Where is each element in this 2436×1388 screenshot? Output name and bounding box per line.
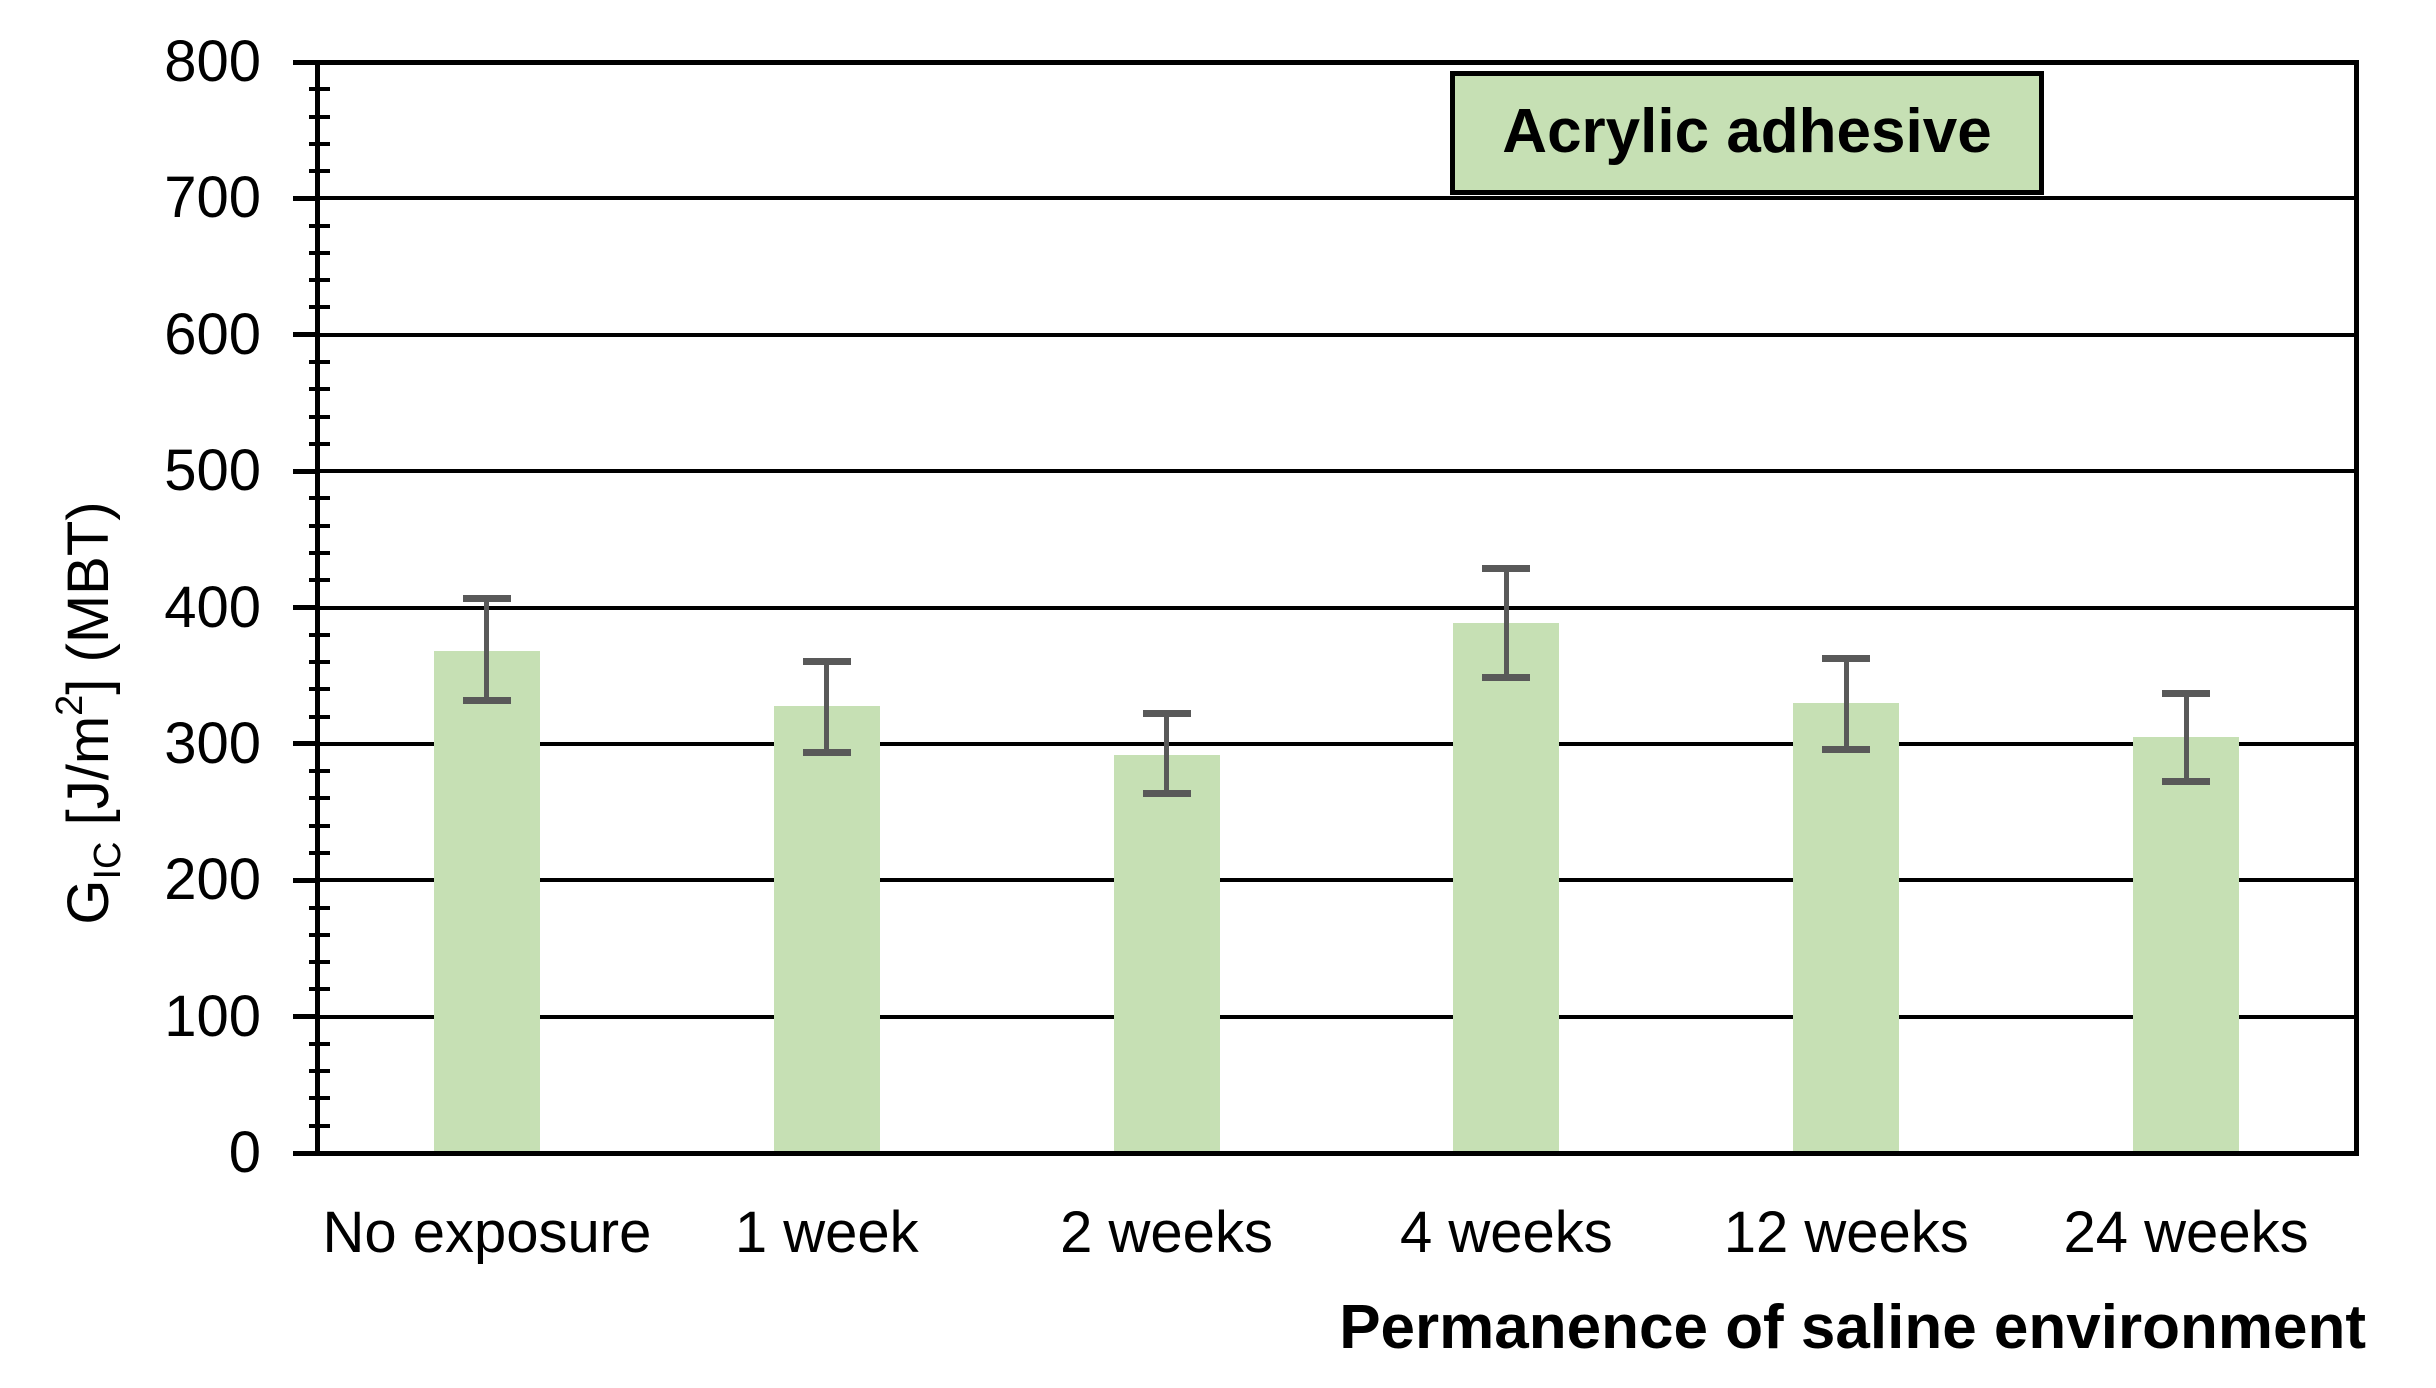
gridline-y-400: [317, 605, 2356, 610]
y-minor-tick-240: [309, 823, 330, 828]
error-bar-whisker-3: [1164, 712, 1170, 793]
y-major-tick-100: [293, 1014, 319, 1020]
y-minor-tick-520: [309, 441, 330, 446]
y-tick-label-600: 600: [164, 301, 261, 367]
y-minor-tick-340: [309, 687, 330, 692]
y-major-tick-300: [293, 741, 319, 747]
category-label-5: 12 weeks: [1723, 1200, 1969, 1265]
gridline-y-500: [317, 469, 2356, 474]
y-minor-tick-760: [309, 114, 330, 119]
error-bar-whisker-2: [824, 660, 830, 753]
y-tick-label-400: 400: [164, 574, 261, 640]
gridline-y-700: [317, 196, 2356, 201]
error-bar-top-cap-1: [462, 594, 511, 602]
y-tick-label-100: 100: [164, 983, 261, 1049]
category-label-3: 2 weeks: [1060, 1200, 1273, 1265]
bar-24-weeks: [2133, 737, 2240, 1153]
error-bar-whisker-5: [1843, 657, 1849, 750]
y-minor-tick-640: [309, 278, 330, 283]
bar-no-exposure: [433, 651, 540, 1153]
y-minor-tick-220: [309, 850, 330, 855]
y-tick-label-300: 300: [164, 710, 261, 776]
y-major-tick-700: [293, 195, 319, 201]
bar-12-weeks: [1793, 702, 1900, 1153]
y-tick-label-500: 500: [164, 438, 261, 504]
y-minor-tick-480: [309, 496, 330, 501]
error-bar-whisker-4: [1503, 567, 1509, 678]
y-minor-tick-740: [309, 141, 330, 146]
y-minor-tick-40: [309, 1096, 330, 1101]
y-minor-tick-440: [309, 550, 330, 555]
y-minor-tick-280: [309, 769, 330, 774]
y-minor-tick-260: [309, 796, 330, 801]
error-bar-bottom-cap-5: [1822, 746, 1871, 754]
category-label-1: No exposure: [322, 1200, 652, 1265]
y-tick-label-800: 800: [164, 29, 261, 94]
category-label-6: 24 weeks: [2063, 1200, 2309, 1265]
error-bar-top-cap-2: [802, 657, 851, 665]
y-minor-tick-120: [309, 987, 330, 992]
y-tick-label-200: 200: [164, 847, 261, 913]
category-label-4: 4 weeks: [1400, 1200, 1613, 1265]
y-minor-tick-140: [309, 960, 330, 965]
y-major-tick-800: [293, 59, 319, 65]
bar-4-weeks: [1453, 622, 1560, 1153]
error-bar-whisker-6: [2183, 693, 2189, 781]
y-major-tick-0: [293, 1150, 319, 1156]
error-bar-bottom-cap-1: [462, 697, 511, 705]
error-bar-whisker-1: [484, 597, 490, 701]
y-minor-tick-460: [309, 523, 330, 528]
x-axis-title: Permanence of saline environment: [1339, 1293, 2366, 1362]
y-minor-tick-160: [309, 932, 330, 937]
y-minor-tick-420: [309, 578, 330, 583]
bar-1-week: [773, 705, 880, 1153]
y-major-tick-600: [293, 332, 319, 338]
y-minor-tick-780: [309, 87, 330, 92]
error-bar-bottom-cap-4: [1482, 674, 1531, 682]
legend-box: Acrylic adhesive: [1450, 71, 2044, 195]
error-bar-top-cap-5: [1822, 654, 1871, 662]
error-bar-top-cap-4: [1482, 564, 1531, 572]
y-minor-tick-720: [309, 169, 330, 174]
y-major-tick-400: [293, 605, 319, 610]
y-minor-tick-620: [309, 305, 330, 310]
y-major-tick-200: [293, 877, 319, 883]
error-bar-bottom-cap-3: [1142, 789, 1191, 797]
gridline-y-300: [317, 741, 2356, 746]
y-minor-tick-80: [309, 1041, 330, 1046]
y-tick-label-700: 700: [164, 165, 261, 231]
error-bar-bottom-cap-2: [802, 749, 851, 757]
gridline-y-200: [317, 878, 2356, 883]
y-minor-tick-580: [309, 360, 330, 365]
y-major-tick-500: [293, 468, 319, 474]
y-axis-title-superscript: 2: [49, 694, 91, 716]
y-minor-tick-560: [309, 387, 330, 392]
category-label-2: 1 week: [734, 1200, 919, 1265]
y-minor-tick-660: [309, 250, 330, 255]
gridline-y-600: [317, 332, 2356, 337]
y-minor-tick-360: [309, 660, 330, 665]
bar-2-weeks: [1113, 754, 1220, 1153]
gridline-y-100: [317, 1014, 2356, 1019]
y-minor-tick-540: [309, 414, 330, 419]
y-minor-tick-320: [309, 714, 330, 719]
y-minor-tick-60: [309, 1069, 330, 1074]
error-bar-bottom-cap-6: [2162, 777, 2211, 785]
error-bar-top-cap-6: [2162, 690, 2211, 698]
y-minor-tick-680: [309, 223, 330, 228]
y-tick-label-0: 0: [228, 1120, 261, 1185]
error-bar-top-cap-3: [1142, 709, 1191, 717]
y-minor-tick-20: [309, 1123, 330, 1128]
y-minor-tick-380: [309, 632, 330, 637]
y-minor-tick-180: [309, 905, 330, 910]
